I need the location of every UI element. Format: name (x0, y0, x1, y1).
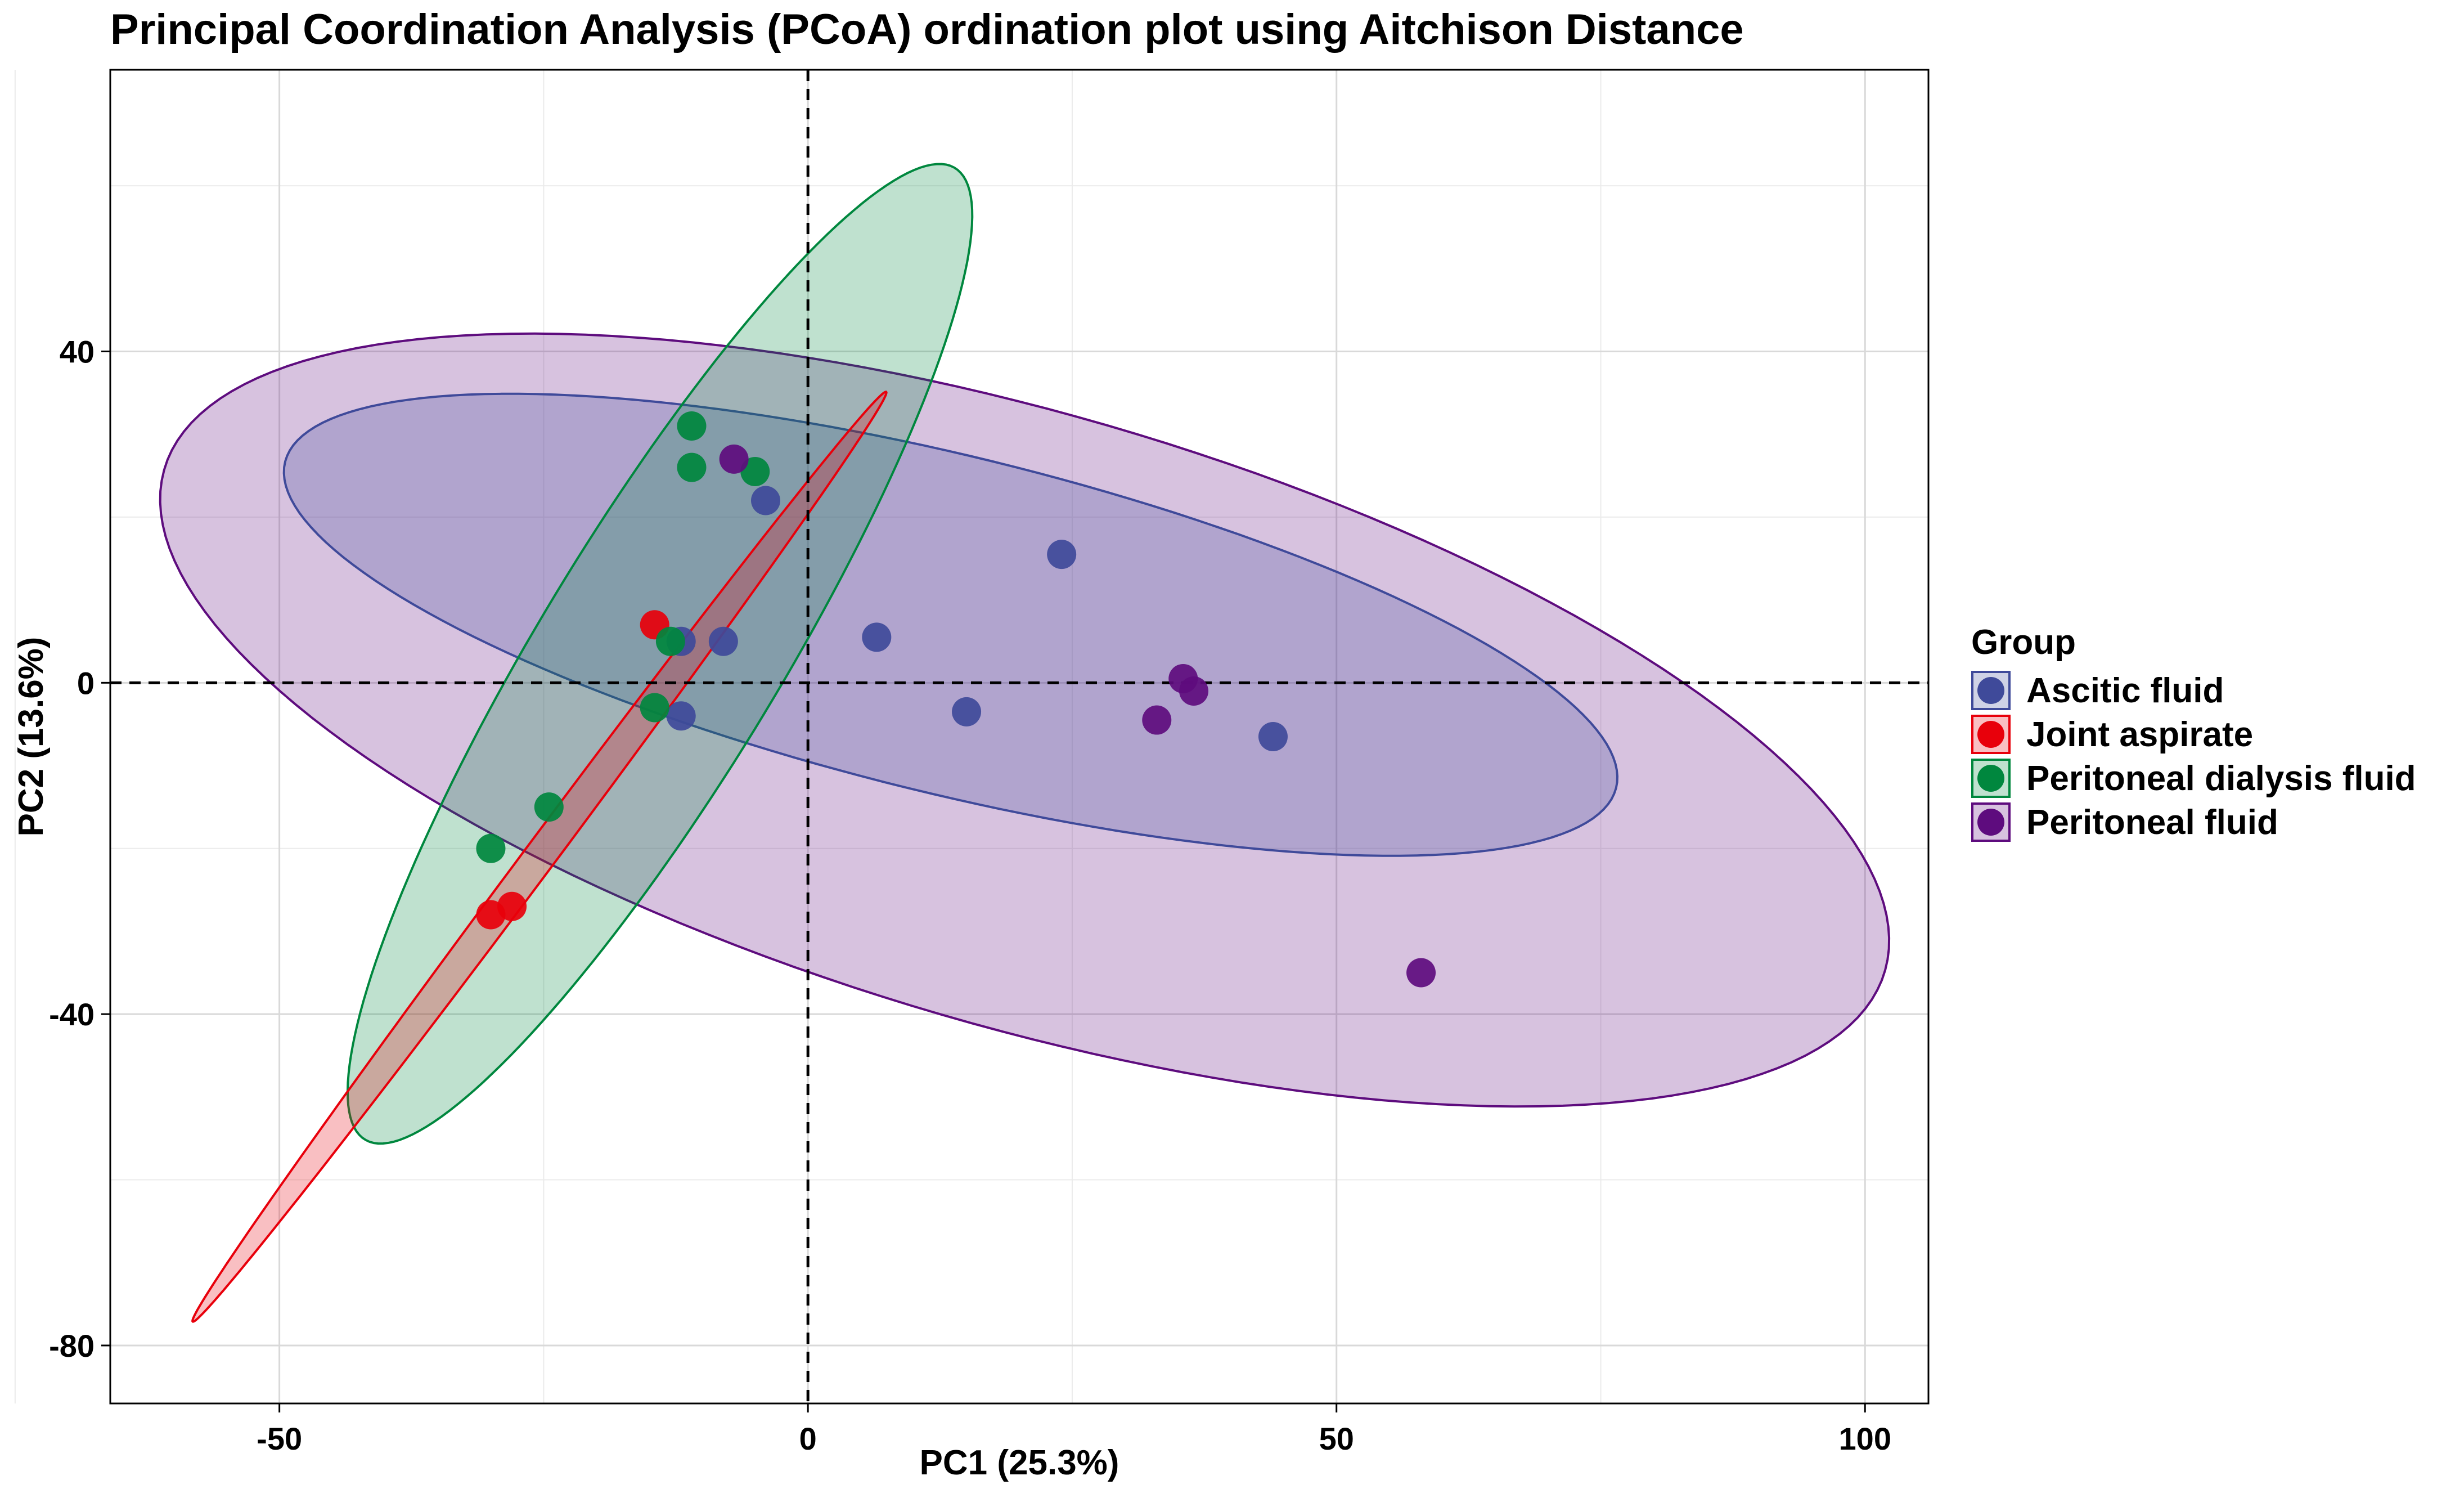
point-ascitic-fluid (1258, 722, 1288, 751)
x-axis-title: PC1 (25.3%) (920, 1443, 1119, 1482)
y-tick-label: 0 (77, 665, 95, 701)
legend-label: Peritoneal fluid (2026, 803, 2278, 842)
chart-title: Principal Coordination Analysis (PCoA) o… (110, 6, 1744, 53)
data-points (476, 411, 1436, 988)
legend-key-dot (1977, 721, 2004, 748)
ellipse-peritoneal-fluid (159, 332, 1891, 1108)
point-peritoneal-dialysis-fluid (677, 411, 707, 441)
point-peritoneal-fluid (1406, 958, 1436, 988)
legend-label: Ascitic fluid (2026, 671, 2224, 710)
x-axis-ticks: -50 0 50 100 (257, 1403, 1891, 1456)
y-axis-ticks: -80 -40 0 40 (49, 334, 110, 1364)
plot-border (109, 69, 1930, 1405)
point-ascitic-fluid (952, 697, 982, 726)
point-ascitic-fluid (751, 486, 781, 515)
legend-key-dot (1977, 765, 2004, 792)
x-tick-label: 50 (1319, 1421, 1354, 1456)
point-peritoneal-dialysis-fluid (476, 833, 506, 863)
legend-key-dot (1977, 809, 2004, 836)
confidence-ellipses (159, 163, 1891, 1323)
point-peritoneal-fluid (719, 444, 749, 474)
legend-title: Group (1971, 623, 2076, 662)
point-peritoneal-dialysis-fluid (655, 626, 685, 656)
point-peritoneal-dialysis-fluid (677, 452, 707, 482)
x-tick-label: 100 (1839, 1421, 1891, 1456)
y-tick-label: 40 (60, 334, 95, 369)
point-peritoneal-dialysis-fluid (534, 792, 564, 822)
legend-label: Joint aspirate (2026, 715, 2253, 754)
x-tick-label: -50 (257, 1421, 302, 1456)
point-peritoneal-fluid (1179, 676, 1209, 706)
y-tick-label: -80 (49, 1328, 95, 1364)
y-tick-label: -40 (49, 997, 95, 1032)
grid-lines (14, 70, 1928, 1403)
point-ascitic-fluid (862, 622, 892, 652)
point-ascitic-fluid (666, 701, 696, 731)
point-peritoneal-fluid (1142, 705, 1172, 735)
legend-key-dot (1977, 677, 2004, 704)
point-ascitic-fluid (1047, 540, 1077, 569)
point-ascitic-fluid (708, 626, 738, 656)
reference-lines (110, 70, 1928, 1403)
point-peritoneal-dialysis-fluid (740, 456, 770, 486)
point-joint-aspirate (476, 900, 506, 930)
legend-label: Peritoneal dialysis fluid (2026, 759, 2416, 798)
point-peritoneal-dialysis-fluid (640, 693, 669, 723)
y-axis-title: PC2 (13.6%) (12, 637, 51, 837)
x-tick-label: 0 (799, 1421, 817, 1456)
legend: Group Ascitic fluid Joint aspirate Periton… (1971, 623, 2416, 842)
